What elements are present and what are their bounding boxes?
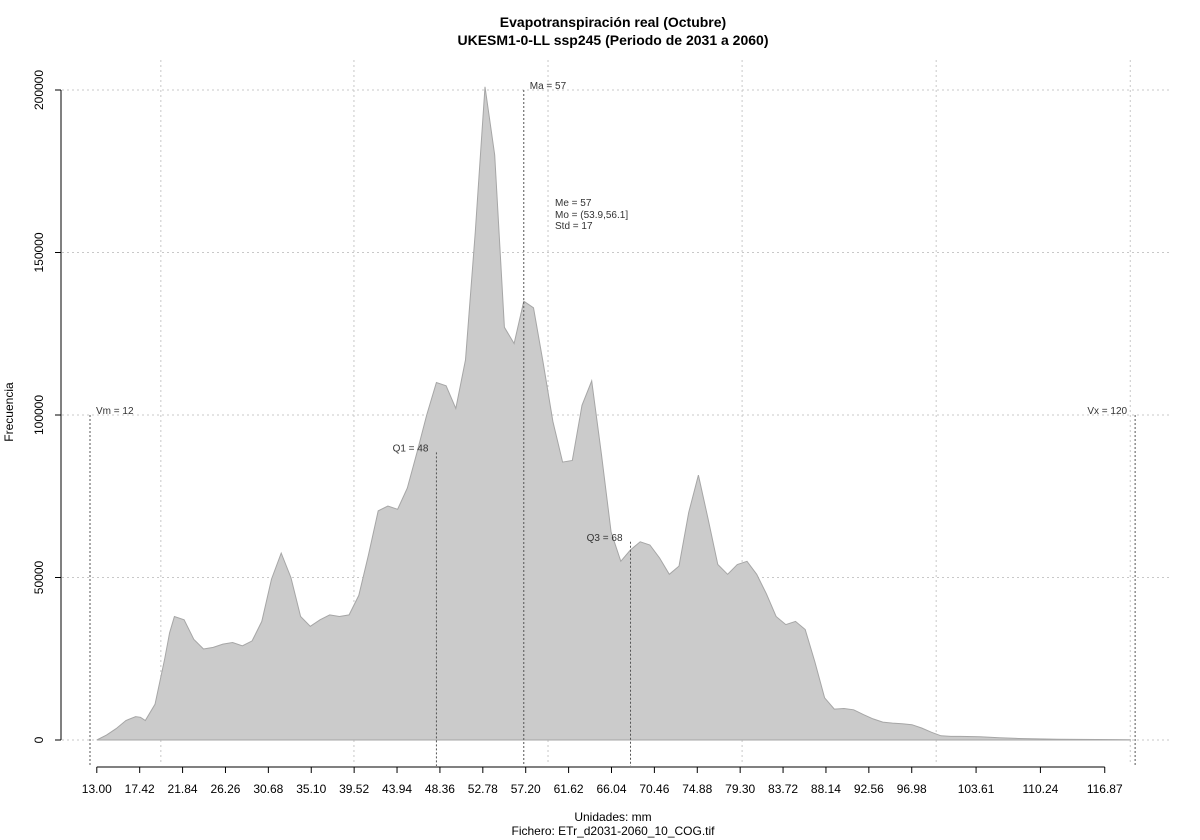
y-tick-label-0: 0 [32, 736, 46, 743]
x-tick-label-13: 70.46 [639, 782, 669, 796]
y-tick-label-1: 50000 [32, 560, 46, 594]
x-tick-label-22: 116.87 [1087, 782, 1123, 796]
x-tick-label-20: 103.61 [958, 782, 995, 796]
annotation-label-3: Q3 = 68 [587, 533, 623, 544]
x-tick-label-19: 96.98 [897, 782, 927, 796]
x-tick-label-1: 17.42 [125, 782, 155, 796]
x-tick-label-15: 79.30 [725, 782, 755, 796]
annotation-label-2: Ma = 57 [530, 81, 567, 92]
x-tick-label-3: 26.26 [210, 782, 240, 796]
x-tick-label-2: 21.84 [168, 782, 198, 796]
annotation-label-4: Vx = 120 [1087, 406, 1127, 417]
axes: 0 50000 100000 150000 200000 13.00 17.42 21.84 2… [32, 70, 1123, 796]
x-tick-label-18: 92.56 [854, 782, 884, 796]
frequency-area [96, 86, 1131, 741]
x-tick-label-11: 61.62 [554, 782, 584, 796]
data-area [96, 86, 1131, 741]
x-tick-label-17: 88.14 [811, 782, 841, 796]
x-tick-label-5: 35.10 [296, 782, 326, 796]
x-tick-label-6: 39.52 [339, 782, 369, 796]
x-tick-label-14: 74.88 [682, 782, 712, 796]
x-tick-label-12: 66.04 [596, 782, 626, 796]
x-tick-label-8: 48.36 [425, 782, 455, 796]
y-tick-label-3: 150000 [32, 232, 46, 272]
y-tick-label-2: 100000 [32, 395, 46, 435]
x-tick-label-16: 83.72 [768, 782, 798, 796]
x-tick-label-21: 110.24 [1023, 782, 1059, 796]
file-caption: Fichero: ETr_d2031-2060_10_COG.tif [512, 824, 716, 838]
annotation-label-1: Q1 = 48 [393, 443, 429, 454]
annotation-lines: Vm = 12 Q1 = 48 Ma = 57 Q3 = 68 Vx = 120 [89, 81, 1136, 766]
chart-subtitle: UKESM1-0-LL ssp245 (Periodo de 2031 a 20… [458, 32, 769, 48]
chart-title: Evapotranspiración real (Octubre) [500, 14, 726, 30]
x-tick-label-9: 52.78 [468, 782, 498, 796]
annotation-label-0: Vm = 12 [96, 406, 134, 417]
x-axis-label: Unidades: mm [574, 810, 651, 824]
y-tick-label-4: 200000 [32, 70, 46, 110]
stats-std: Std = 17 [555, 221, 593, 232]
stats-median: Me = 57 [555, 198, 592, 209]
stats-mode: Mo = (53.9,56.1] [555, 210, 628, 221]
x-tick-label-7: 43.94 [382, 782, 412, 796]
x-tick-label-4: 30.68 [253, 782, 283, 796]
x-tick-label-0: 13.00 [82, 782, 112, 796]
x-tick-label-10: 57.20 [511, 782, 541, 796]
y-axis-label: Frecuencia [2, 382, 16, 442]
